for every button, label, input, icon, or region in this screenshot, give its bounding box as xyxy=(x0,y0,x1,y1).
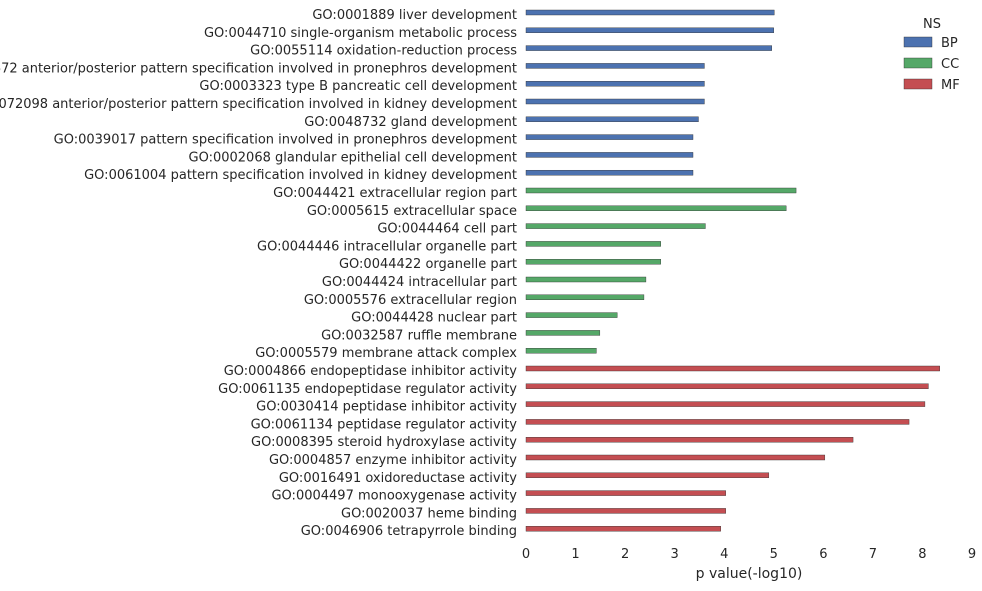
category-label: GO:0044446 intracellular organelle part xyxy=(257,239,517,254)
category-label: GO:0061004 pattern specification involve… xyxy=(84,168,517,183)
category-label: GO:0020037 heme binding xyxy=(341,506,517,521)
bar-mf xyxy=(525,401,926,407)
bar-bp xyxy=(525,45,772,51)
category-label: GO:0044464 cell part xyxy=(377,222,517,237)
x-tick-label: 9 xyxy=(968,547,976,562)
x-tick-label: 4 xyxy=(720,547,728,562)
bar-bp xyxy=(525,9,775,16)
category-labels: GO:0001889 liver development GO:0044710 s… xyxy=(0,8,517,539)
category-label: GO:0005615 extracellular space xyxy=(307,204,517,219)
bar-bp xyxy=(525,116,699,123)
category-label: GO:0032587 ruffle membrane xyxy=(321,328,517,343)
category-label: GO:0003323 type B pancreatic cell develo… xyxy=(199,79,517,94)
bar-bp xyxy=(525,80,705,87)
bar-mf xyxy=(525,490,726,496)
bar-mf xyxy=(525,383,929,389)
legend-label: CC xyxy=(941,57,959,72)
category-label: GO:0039017 pattern specification involve… xyxy=(54,133,517,148)
category-label: GO:0001889 liver development xyxy=(312,8,517,23)
category-label: GO:0034672 anterior/posterior pattern sp… xyxy=(0,61,517,76)
bar-bp xyxy=(525,169,694,176)
bar-bp xyxy=(525,27,774,33)
x-tick-label: 0 xyxy=(522,547,530,562)
bar-bp xyxy=(525,63,705,69)
legend-label: BP xyxy=(941,36,958,51)
bar-bp xyxy=(525,134,694,140)
bar-mf xyxy=(525,526,721,532)
legend: NS BP CC MF xyxy=(903,17,960,93)
bar-mf xyxy=(525,419,910,425)
bar-mf xyxy=(525,437,854,443)
category-label: GO:0061134 peptidase regulator activity xyxy=(251,417,518,432)
category-label: GO:0008395 steroid hydroxylase activity xyxy=(251,435,517,450)
bar-bp xyxy=(525,152,694,158)
category-label: GO:0004497 monooxygenase activity xyxy=(271,489,517,504)
category-label: GO:0044421 extracellular region part xyxy=(273,186,517,201)
bar-cc xyxy=(525,187,797,194)
category-label: GO:0061135 endopeptidase regulator activ… xyxy=(218,382,517,397)
x-axis: 0 1 2 3 4 5 6 7 8 9 xyxy=(522,547,976,562)
category-label: GO:0005579 membrane attack complex xyxy=(255,346,517,361)
legend-swatch-cc xyxy=(903,57,933,69)
x-tick-label: 7 xyxy=(869,547,877,562)
bars-layer xyxy=(525,9,940,532)
x-tick-label: 5 xyxy=(770,547,778,562)
category-label: GO:0048732 gland development xyxy=(304,115,517,130)
category-label: GO:0044710 single-organism metabolic pro… xyxy=(204,26,517,41)
legend-swatch-mf xyxy=(903,78,933,90)
bar-mf xyxy=(525,365,940,372)
category-label: GO:0046906 tetrapyrrole binding xyxy=(301,524,517,539)
legend-swatch-bp xyxy=(903,36,933,48)
bar-cc xyxy=(525,294,645,300)
bar-cc xyxy=(525,348,597,354)
bar-mf xyxy=(525,508,726,514)
category-label: GO:0072098 anterior/posterior pattern sp… xyxy=(0,97,517,112)
bar-cc xyxy=(525,205,787,212)
category-label: GO:0030414 peptidase inhibitor activity xyxy=(256,400,517,415)
category-label: GO:0044422 organelle part xyxy=(339,257,517,272)
x-axis-label: p value(-log10) xyxy=(696,566,803,582)
category-label: GO:0016491 oxidoreductase activity xyxy=(279,471,517,486)
legend-label: MF xyxy=(941,78,960,93)
category-label: GO:0044428 nuclear part xyxy=(351,311,517,326)
category-label: GO:0044424 intracellular part xyxy=(322,275,517,290)
x-tick-label: 1 xyxy=(571,547,579,562)
x-tick-label: 2 xyxy=(621,547,629,562)
legend-title: NS xyxy=(923,17,941,32)
category-label: GO:0002068 glandular epithelial cell dev… xyxy=(189,150,518,165)
bar-cc xyxy=(525,312,618,318)
bar-cc xyxy=(525,276,647,283)
category-label: GO:0055114 oxidation-reduction process xyxy=(250,44,517,59)
bar-mf xyxy=(525,454,826,461)
bar-bp xyxy=(525,98,705,105)
category-label: GO:0004866 endopeptidase inhibitor activ… xyxy=(224,364,518,379)
x-tick-label: 8 xyxy=(918,547,926,562)
category-label: GO:0005576 extracellular region xyxy=(304,293,517,308)
bar-cc xyxy=(525,259,661,265)
bar-cc xyxy=(525,223,706,229)
bar-cc xyxy=(525,330,601,336)
bar-mf xyxy=(525,472,770,478)
x-tick-label: 3 xyxy=(671,547,679,562)
category-label: GO:0004857 enzyme inhibitor activity xyxy=(269,453,517,468)
bar-cc xyxy=(525,241,661,247)
x-tick-label: 6 xyxy=(819,547,827,562)
